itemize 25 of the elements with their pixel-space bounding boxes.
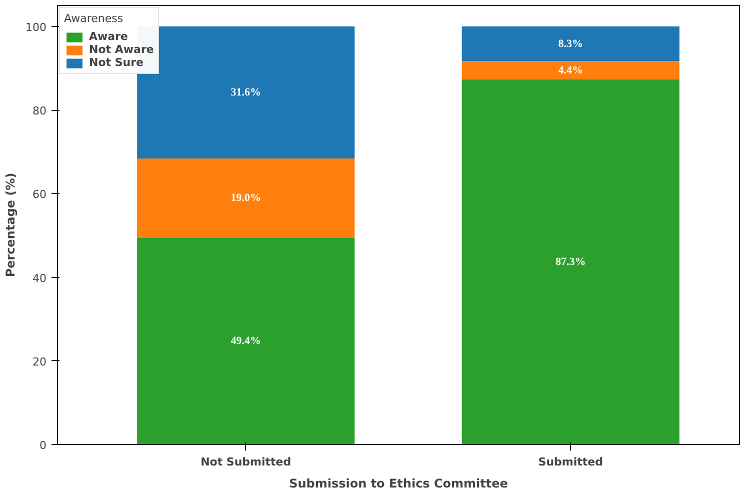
data-label: 49.4%	[230, 335, 261, 348]
y-tick-label: 20	[32, 355, 47, 368]
bar	[462, 61, 680, 80]
bar	[462, 80, 680, 444]
y-axis-title: Percentage (%)	[4, 172, 18, 278]
bar	[137, 238, 355, 444]
x-tick-label: Submitted	[538, 456, 603, 468]
y-tick-label: 80	[32, 104, 47, 118]
legend-label: Not Sure	[89, 56, 144, 69]
y-tick-label: 0	[40, 439, 46, 452]
x-axis-title: Submission to Ethics Committee	[289, 476, 508, 490]
data-label: 4.4%	[558, 64, 583, 76]
legend-title: Awareness	[64, 12, 124, 25]
data-label: 31.6%	[230, 86, 261, 98]
y-tick-label: 60	[32, 188, 47, 202]
legend-label: Aware	[89, 30, 128, 43]
data-label: 8.3%	[558, 38, 583, 50]
data-label: 87.3%	[556, 256, 586, 268]
bar	[462, 26, 680, 62]
data-label: 19.0%	[230, 192, 261, 204]
bar	[137, 158, 355, 238]
y-tick-label: 100	[26, 20, 47, 34]
y-tick-label: 40	[32, 272, 47, 285]
x-tick-label: Not Submitted	[200, 456, 292, 468]
legend-label: Not Aware	[89, 43, 154, 56]
